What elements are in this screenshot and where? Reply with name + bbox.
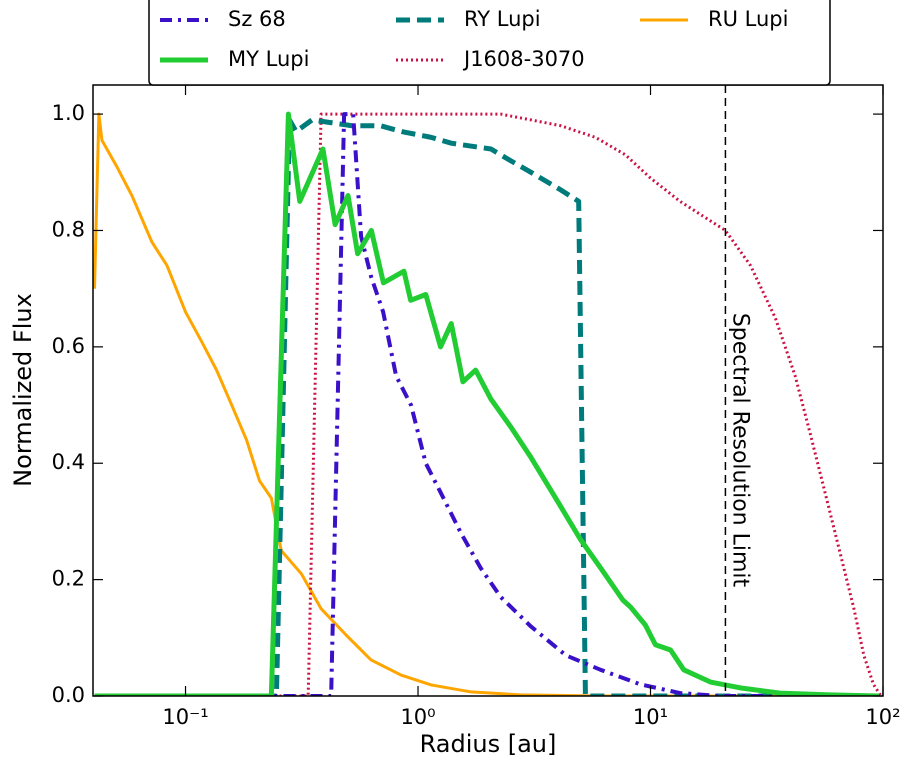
x-tick-label: 10¹ <box>633 705 668 729</box>
y-tick-label: 0.0 <box>52 683 85 707</box>
y-tick-label: 1.0 <box>52 101 85 125</box>
x-tick-label: 10² <box>865 705 900 729</box>
legend-label: Sz 68 <box>228 7 286 31</box>
y-tick-label: 0.4 <box>52 450 85 474</box>
legend-label: MY Lupi <box>228 47 309 71</box>
y-axis-label: Normalized Flux <box>9 293 37 487</box>
legend-label: RY Lupi <box>464 7 541 31</box>
y-tick-label: 0.6 <box>52 334 85 358</box>
x-tick-label: 10⁻¹ <box>162 705 208 729</box>
x-axis-label: Radius [au] <box>420 730 557 758</box>
y-tick-label: 0.2 <box>52 567 85 591</box>
line-series <box>93 112 879 696</box>
x-tick-label: 10⁰ <box>400 705 435 729</box>
annotation: Spectral Resolution Limit <box>727 313 752 588</box>
legend-label: RU Lupi <box>708 7 788 31</box>
line-series <box>94 112 879 696</box>
legend-label: J1608-3070 <box>462 47 585 71</box>
line-series <box>94 111 879 696</box>
line-series <box>94 117 879 696</box>
y-tick-label: 0.8 <box>52 217 85 241</box>
line-series <box>94 112 883 696</box>
series-layer <box>93 111 883 696</box>
